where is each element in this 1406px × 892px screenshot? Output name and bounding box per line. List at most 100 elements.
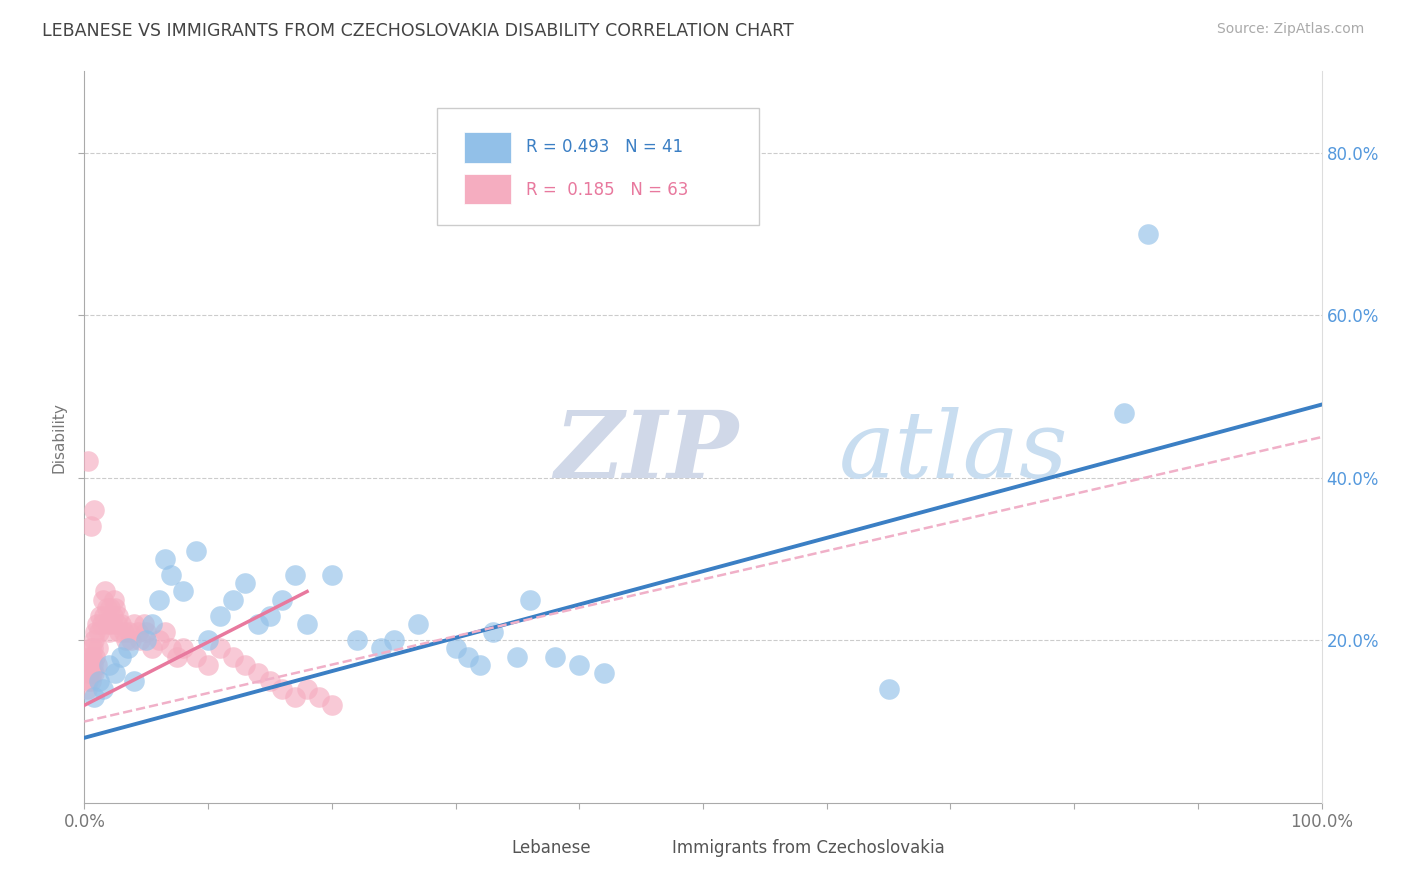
Point <box>77 657 100 672</box>
Point <box>408 617 430 632</box>
Point <box>89 625 111 640</box>
Point <box>284 568 307 582</box>
Point <box>197 633 219 648</box>
Point <box>1137 227 1160 241</box>
Point <box>259 673 281 688</box>
Point <box>86 617 108 632</box>
Point <box>308 690 330 705</box>
Point <box>197 657 219 672</box>
Point <box>172 641 194 656</box>
Point <box>122 673 145 688</box>
Text: Source: ZipAtlas.com: Source: ZipAtlas.com <box>1216 22 1364 37</box>
Point <box>110 649 132 664</box>
Point <box>166 649 188 664</box>
Point <box>104 600 127 615</box>
Point <box>209 641 232 656</box>
Point <box>184 544 207 558</box>
Point <box>444 641 467 656</box>
Point <box>519 592 541 607</box>
Point <box>94 584 117 599</box>
Point <box>93 608 115 623</box>
Point <box>470 657 492 672</box>
Point <box>103 592 125 607</box>
Point <box>83 633 105 648</box>
Point <box>96 600 118 615</box>
Point <box>172 584 194 599</box>
Point <box>118 625 141 640</box>
Point <box>370 641 392 656</box>
Text: Lebanese: Lebanese <box>512 839 591 857</box>
Point <box>1112 406 1135 420</box>
Point <box>90 617 112 632</box>
Bar <box>461 838 502 858</box>
Point <box>79 519 101 533</box>
Point <box>84 649 107 664</box>
Point <box>132 617 155 632</box>
Point <box>77 454 100 468</box>
Point <box>184 649 207 664</box>
Point <box>122 617 145 632</box>
Point <box>321 698 343 713</box>
Point <box>84 625 107 640</box>
Point <box>160 568 183 582</box>
Point <box>877 681 900 696</box>
Point <box>259 608 281 623</box>
Point <box>89 673 111 688</box>
Point <box>79 641 101 656</box>
Point <box>87 641 110 656</box>
Point <box>107 608 129 623</box>
Point <box>91 592 114 607</box>
Text: R = 0.493   N = 41: R = 0.493 N = 41 <box>526 138 683 156</box>
Point <box>89 608 111 623</box>
Point <box>104 665 127 680</box>
Point <box>82 657 104 672</box>
Point <box>79 649 101 664</box>
Point <box>97 617 120 632</box>
Point <box>271 681 294 696</box>
Point <box>76 681 98 696</box>
Point <box>246 665 269 680</box>
Point <box>83 690 105 705</box>
Point <box>79 673 101 688</box>
Point <box>86 657 108 672</box>
Point <box>321 568 343 582</box>
Point <box>148 633 170 648</box>
FancyBboxPatch shape <box>437 108 759 225</box>
Point <box>83 665 105 680</box>
Point <box>246 617 269 632</box>
Point <box>80 665 103 680</box>
Point <box>346 633 368 648</box>
Point <box>382 633 405 648</box>
Point <box>129 633 152 648</box>
Bar <box>464 132 512 163</box>
Point <box>101 608 124 623</box>
Point <box>115 633 138 648</box>
Point <box>543 649 565 664</box>
Point <box>83 503 105 517</box>
Point <box>295 681 318 696</box>
Point <box>506 649 529 664</box>
Point <box>141 641 163 656</box>
Point <box>160 641 183 656</box>
Point <box>222 592 245 607</box>
Bar <box>464 174 512 204</box>
Point <box>98 625 121 640</box>
Point <box>117 641 139 656</box>
Point <box>141 617 163 632</box>
Text: R =  0.185   N = 63: R = 0.185 N = 63 <box>526 181 689 199</box>
Point <box>295 617 318 632</box>
Point <box>80 649 103 664</box>
Point <box>209 608 232 623</box>
Point <box>100 617 122 632</box>
Text: atlas: atlas <box>839 407 1069 497</box>
Text: ZIP: ZIP <box>554 407 738 497</box>
Point <box>120 633 142 648</box>
Point <box>593 665 616 680</box>
Point <box>481 625 503 640</box>
Point <box>112 625 135 640</box>
Point <box>568 657 591 672</box>
Point <box>98 657 121 672</box>
Point <box>77 673 100 688</box>
Point <box>284 690 307 705</box>
Point <box>82 641 104 656</box>
